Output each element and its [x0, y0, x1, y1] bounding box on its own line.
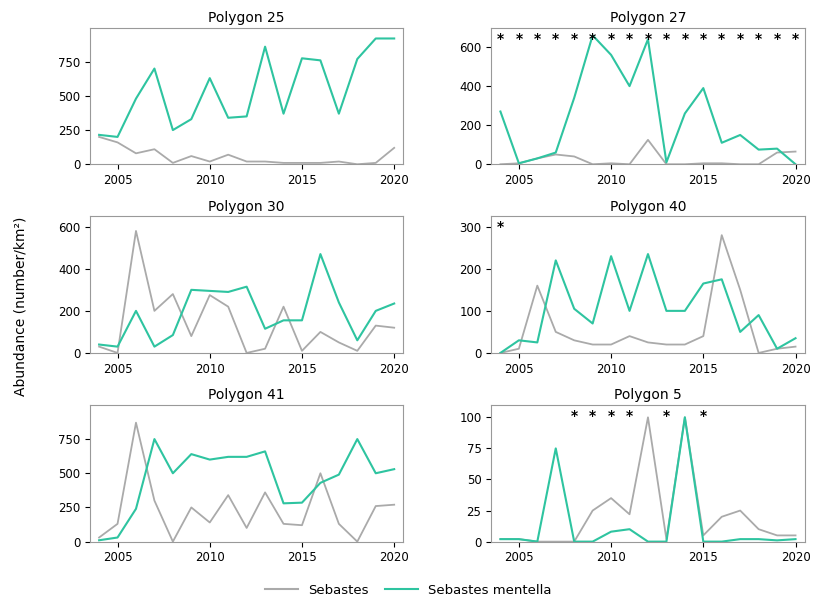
- Text: *: *: [589, 32, 596, 46]
- Text: *: *: [718, 32, 725, 46]
- Text: Abundance (number/km²): Abundance (number/km²): [13, 216, 28, 396]
- Text: *: *: [755, 32, 762, 46]
- Text: *: *: [552, 32, 560, 46]
- Title: Polygon 27: Polygon 27: [609, 11, 686, 25]
- Text: *: *: [774, 32, 780, 46]
- Text: *: *: [681, 32, 689, 46]
- Text: *: *: [626, 409, 633, 423]
- Text: *: *: [663, 32, 670, 46]
- Text: *: *: [608, 32, 614, 46]
- Title: Polygon 25: Polygon 25: [208, 11, 285, 25]
- Title: Polygon 41: Polygon 41: [208, 389, 285, 402]
- Text: *: *: [570, 32, 578, 46]
- Title: Polygon 40: Polygon 40: [609, 200, 686, 214]
- Text: *: *: [497, 32, 504, 46]
- Title: Polygon 5: Polygon 5: [614, 389, 682, 402]
- Text: *: *: [516, 32, 522, 46]
- Text: *: *: [534, 32, 541, 46]
- Text: *: *: [570, 409, 578, 423]
- Text: *: *: [699, 32, 707, 46]
- Text: *: *: [792, 32, 799, 46]
- Text: *: *: [663, 409, 670, 423]
- Text: *: *: [626, 32, 633, 46]
- Text: *: *: [608, 409, 614, 423]
- Text: *: *: [589, 409, 596, 423]
- Legend: Sebastes, Sebastes mentella: Sebastes, Sebastes mentella: [260, 579, 557, 602]
- Text: *: *: [737, 32, 743, 46]
- Text: *: *: [699, 409, 707, 423]
- Title: Polygon 30: Polygon 30: [208, 200, 285, 214]
- Text: *: *: [497, 220, 504, 234]
- Text: *: *: [645, 32, 651, 46]
